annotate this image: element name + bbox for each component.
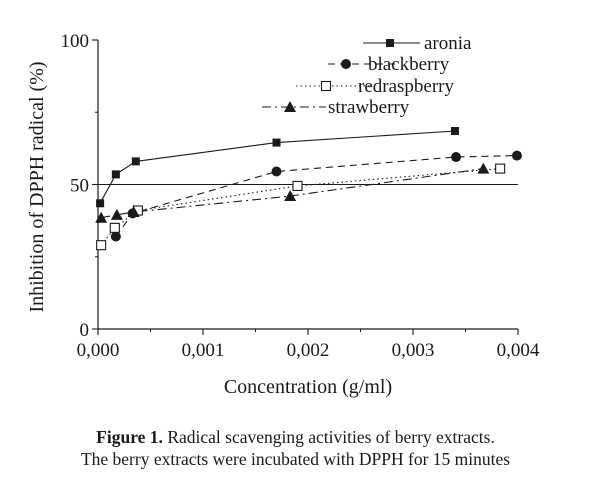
- data-point-aronia: [111, 170, 120, 179]
- data-point-redraspberry: [495, 163, 506, 174]
- series-lines: [99, 130, 517, 246]
- data-point-aronia: [96, 199, 105, 208]
- legend-label-redraspberry: redraspberry: [358, 76, 455, 97]
- caption-line-2: The berry extracts were incubated with D…: [80, 449, 511, 469]
- data-point-redraspberry: [292, 180, 303, 191]
- caption-figure-number: Figure 1.: [96, 427, 163, 447]
- legend-marker-redraspberry: [320, 80, 332, 92]
- data-point-redraspberry: [109, 222, 120, 233]
- legend-marker-strawberry: [284, 101, 296, 112]
- series-markers: [95, 127, 522, 251]
- x-tick-label: 0,002: [287, 340, 330, 361]
- data-point-aronia: [451, 127, 459, 136]
- legend-label-strawberry: strawberry: [328, 97, 410, 118]
- legend-marker-blackberry: [341, 59, 351, 69]
- y-axis-label: Inhibition of DPPH radical (%): [26, 61, 48, 312]
- data-point-aronia: [131, 157, 140, 166]
- x-tick-label: 0,001: [182, 340, 225, 361]
- data-point-blackberry: [451, 152, 462, 163]
- series-line-redraspberry: [100, 168, 501, 246]
- data-point-strawberry: [110, 208, 123, 220]
- caption-line-1: Figure 1. Radical scavenging activities …: [0, 426, 591, 448]
- x-tick-label: 0,003: [392, 340, 435, 361]
- y-tick-label: 50: [70, 176, 89, 197]
- y-tick-label: 0: [80, 320, 90, 341]
- figure-caption: Figure 1. Radical scavenging activities …: [0, 426, 591, 470]
- data-point-strawberry: [127, 205, 140, 217]
- series-line-strawberry: [101, 168, 484, 219]
- x-tick-label: 0,000: [77, 340, 120, 361]
- axes: 0,000 0,001 0,002 0,003 0,004 0 50 100: [61, 31, 540, 361]
- data-point-strawberry: [284, 190, 297, 202]
- chart: 0,000 0,001 0,002 0,003 0,004 0 50 100 aroniabl…: [26, 31, 540, 398]
- x-axis-label: Concentration (g/ml): [224, 376, 392, 398]
- data-point-blackberry: [271, 166, 282, 177]
- data-point-aronia: [272, 138, 281, 147]
- x-tick-label: 0,004: [497, 340, 540, 361]
- legend-label-aronia: aronia: [424, 33, 472, 54]
- series-line-blackberry: [115, 155, 517, 237]
- data-point-blackberry: [110, 231, 121, 242]
- legend-marker-aronia: [386, 39, 394, 47]
- data-point-blackberry: [511, 150, 522, 161]
- data-point-strawberry: [95, 211, 108, 223]
- data-point-strawberry: [477, 162, 490, 174]
- data-point-redraspberry: [96, 240, 107, 251]
- caption-text-1: Radical scavenging activities of berry e…: [162, 427, 495, 447]
- legend-label-blackberry: blackberry: [368, 54, 450, 75]
- y-tick-label: 100: [61, 31, 90, 52]
